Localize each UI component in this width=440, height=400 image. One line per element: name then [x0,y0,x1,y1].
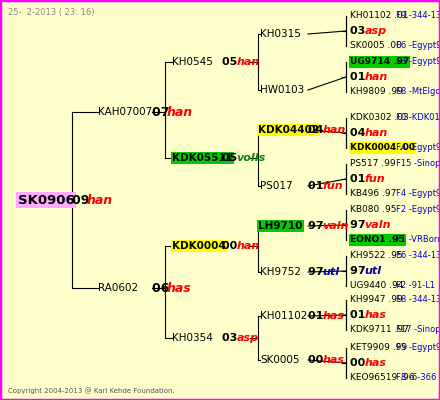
Text: PS017: PS017 [260,181,293,191]
Text: F6 -Egypt94-1R: F6 -Egypt94-1R [396,42,440,50]
Text: KB080 .95: KB080 .95 [350,206,396,214]
Text: asp: asp [365,26,387,36]
Text: 01: 01 [350,174,369,184]
Text: F8 -6-366: F8 -6-366 [396,374,436,382]
Text: han: han [323,125,346,135]
Text: KDK05511: KDK05511 [172,153,233,163]
Text: KH0315: KH0315 [260,29,301,39]
Text: has: has [167,282,191,294]
Text: han: han [87,194,113,206]
Text: utl: utl [365,266,382,276]
Text: 03: 03 [222,333,241,343]
Text: 97: 97 [308,221,327,231]
Text: 00: 00 [350,358,369,368]
Text: KDK0302 .03: KDK0302 .03 [350,114,409,122]
Text: utl: utl [323,267,340,277]
Text: 04: 04 [308,125,327,135]
Text: F4 -Egypt94-2R: F4 -Egypt94-2R [396,190,440,198]
Text: 06: 06 [152,282,174,294]
Text: 03: 03 [350,26,369,36]
Text: F8 -344-13: F8 -344-13 [396,296,440,304]
Text: KH0545: KH0545 [172,57,213,67]
Text: Copyright 2004-2013 @ Karl Kehde Foundation.: Copyright 2004-2013 @ Karl Kehde Foundat… [8,387,175,394]
Text: han: han [167,106,193,118]
Text: LH9710: LH9710 [258,221,302,231]
Text: KDK04402: KDK04402 [258,125,319,135]
Text: F8 -MtElgonEggs88R: F8 -MtElgonEggs88R [396,88,440,96]
Text: F2 -Egypt94-1R: F2 -Egypt94-1R [396,206,440,214]
Text: KET9909 .99: KET9909 .99 [350,344,407,352]
Text: 05: 05 [222,57,241,67]
Text: F0 -KDK0103: F0 -KDK0103 [396,114,440,122]
Text: KEO96519 .96: KEO96519 .96 [350,374,414,382]
Text: 09: 09 [72,194,94,206]
Text: KH01102: KH01102 [260,311,308,321]
Text: KB496 .97: KB496 .97 [350,190,396,198]
Text: EONO1 .95: EONO1 .95 [350,236,405,244]
Text: 25-  2-2013 ( 23: 16): 25- 2-2013 ( 23: 16) [8,8,95,17]
Text: SK0906: SK0906 [18,194,75,206]
Text: KH9522 .95: KH9522 .95 [350,252,403,260]
Text: has: has [323,355,345,365]
Text: 97: 97 [350,220,370,230]
Text: 97: 97 [308,267,327,277]
Text: 01: 01 [308,181,327,191]
Text: KH9947 .99: KH9947 .99 [350,296,403,304]
Text: F15 -Sinop72R: F15 -Sinop72R [396,160,440,168]
Text: KH9752: KH9752 [260,267,301,277]
Text: valn: valn [323,221,349,231]
Text: has: has [323,311,345,321]
Text: 00: 00 [308,355,327,365]
Text: 00: 00 [222,241,241,251]
Text: valn: valn [365,220,391,230]
Text: F4 -Egypt94-1R: F4 -Egypt94-1R [396,144,440,152]
Text: UG9714 .97: UG9714 .97 [350,58,409,66]
Text: HW0103: HW0103 [260,85,304,95]
Text: 01: 01 [350,72,369,82]
Text: asp: asp [237,333,259,343]
Text: KDK9711 .97: KDK9711 .97 [350,326,409,334]
Text: 05: 05 [222,153,241,163]
Text: 01: 01 [308,311,327,321]
Text: KDK0004: KDK0004 [172,241,226,251]
Text: volls: volls [237,153,266,163]
Text: F1 -VRBornholm95R: F1 -VRBornholm95R [396,236,440,244]
Text: F6 -344-13: F6 -344-13 [396,252,440,260]
Text: fun: fun [323,181,343,191]
Text: KDK0004 .00: KDK0004 .00 [350,144,415,152]
Text: han: han [237,241,260,251]
Text: KH9809 .99: KH9809 .99 [350,88,403,96]
Text: UG9440 .94: UG9440 .94 [350,282,403,290]
Text: 01: 01 [350,310,369,320]
Text: SK0005 .00: SK0005 .00 [350,42,402,50]
Text: SK0005: SK0005 [260,355,300,365]
Text: F17 -Sinop62R: F17 -Sinop62R [396,326,440,334]
Text: KH0354: KH0354 [172,333,213,343]
Text: KH01102 .01: KH01102 .01 [350,12,408,20]
Text: has: has [365,358,387,368]
Text: has: has [365,310,387,320]
Text: 97: 97 [350,266,370,276]
Text: F5 -Egypt94-1R: F5 -Egypt94-1R [396,344,440,352]
Text: han: han [365,128,388,138]
Text: 07: 07 [152,106,174,118]
Text: F2 -91-L1: F2 -91-L1 [396,282,435,290]
Text: han: han [365,72,388,82]
Text: KAH07007: KAH07007 [98,107,152,117]
Text: fun: fun [365,174,385,184]
Text: RA0602: RA0602 [98,283,138,293]
Text: F9 -344-13: F9 -344-13 [396,12,440,20]
Text: F3 -Egypt94-1R: F3 -Egypt94-1R [396,58,440,66]
Text: PS517 .99: PS517 .99 [350,160,396,168]
Text: 04: 04 [350,128,369,138]
Text: han: han [237,57,260,67]
